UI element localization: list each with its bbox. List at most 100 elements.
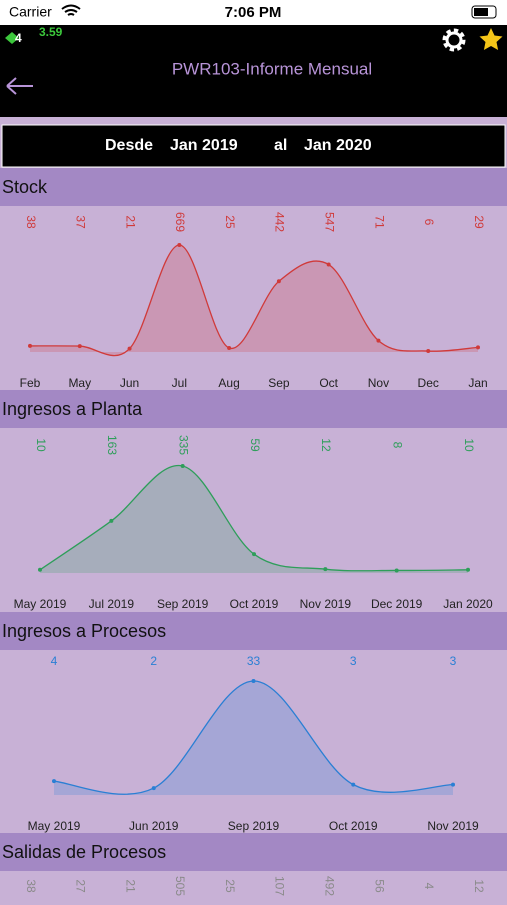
x-tick-label: Oct [319,376,338,390]
point [451,782,455,787]
status-bar [0,0,507,25]
section-title: Salidas de Procesos [2,842,166,862]
value-label: 12 [472,879,486,893]
x-tick-label: Jul 2019 [89,597,135,611]
value-label: 107 [273,876,287,896]
value-label: 8 [390,442,404,449]
value-label: 27 [74,879,88,893]
value-label: 669 [173,212,187,232]
value-label: 10 [34,438,48,452]
clock: 7:06 PM [225,4,282,21]
point [466,567,470,572]
x-tick-label: Jul [172,376,187,390]
x-tick-label: Sep 2019 [157,597,209,611]
section-header [0,612,507,650]
favorite-button[interactable] [479,28,503,50]
value-label: 2 [150,654,157,668]
to-date: Jan 2020 [304,137,372,154]
to-label: al [274,137,287,154]
section-header [0,168,507,206]
x-tick-label: Feb [20,376,41,390]
point [77,344,82,349]
x-tick-label: Dec [418,376,439,390]
x-tick-label: Sep [268,376,290,390]
point [323,567,328,572]
value-label: 12 [319,438,333,452]
value-label: 56 [372,879,386,893]
carrier: Carrier [9,4,52,20]
value-label: 25 [223,879,237,893]
x-tick-label: Oct 2019 [230,597,279,611]
value-label: 37 [74,215,88,229]
value-label: 3 [450,654,457,668]
section-header [0,390,507,428]
point [276,279,281,284]
x-tick-label: Nov [368,376,389,390]
point [227,346,232,351]
section-title: Stock [2,177,48,197]
point [251,679,256,683]
value-label: 59 [248,438,262,452]
point [476,345,480,350]
value-label: 547 [322,212,336,232]
battery [471,5,497,19]
value-label: 4 [422,883,436,890]
date-bar[interactable] [1,124,506,168]
page-title: PWR103-Informe Mensual [172,59,372,78]
point [252,552,256,557]
section-header [0,833,507,871]
value-label: 6 [422,219,436,226]
from-label: Desde [105,137,153,154]
point [180,464,185,468]
value-label: 505 [173,876,187,896]
value-label: 29 [472,215,486,229]
point [127,346,132,351]
value-label: 38 [24,215,38,229]
x-tick-label: Oct 2019 [329,819,378,833]
back-button[interactable] [6,77,33,95]
gear-ring [445,31,463,49]
from-date: Jan 2019 [170,137,238,154]
balance: 3.59 [39,25,63,39]
settings-button[interactable] [442,28,466,52]
area-fill [30,244,478,356]
x-tick-label: Dec 2019 [371,597,423,611]
x-tick-label: Nov 2019 [427,819,479,833]
x-tick-label: Sep 2019 [228,819,280,833]
gear-teeth [442,28,466,52]
x-tick-label: Jun 2019 [129,819,179,833]
gem-icon [5,32,19,44]
value-label: 33 [247,654,261,668]
x-tick-label: Jun [120,376,139,390]
x-tick-label: May [68,376,91,390]
value-label: 492 [322,876,336,896]
wifi-icon [61,4,81,16]
point [351,782,356,787]
area-fill [40,465,468,573]
x-tick-label: Nov 2019 [300,597,352,611]
value-label: 25 [223,215,237,229]
value-label: 3 [350,654,357,668]
x-tick-label: Jan 2020 [443,597,493,611]
value-label: 21 [123,879,137,893]
value-label: 71 [372,215,386,229]
point [52,779,56,784]
x-tick-label: Jan [468,376,487,390]
value-label: 38 [24,879,38,893]
point [28,343,32,348]
point [394,568,399,573]
value-label: 163 [105,435,119,455]
x-tick-label: Aug [218,376,239,390]
point [109,518,114,523]
line [29,244,479,357]
value-label: 10 [462,438,476,452]
value-label: 335 [176,435,190,455]
value-label: 21 [123,215,137,229]
point [326,262,331,267]
value-label: 442 [273,212,287,232]
x-tick-label: May 2019 [28,819,81,833]
area-fill [54,680,453,795]
x-tick-label: May 2019 [14,597,67,611]
